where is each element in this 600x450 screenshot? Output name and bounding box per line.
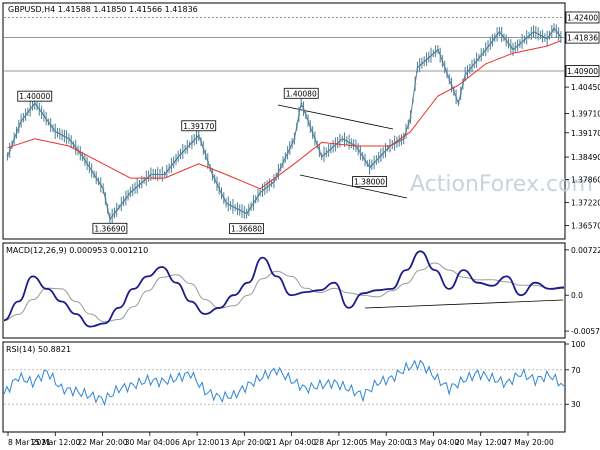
annotation-label: 1.40080 xyxy=(286,89,317,98)
macd-y-tick-label: 0.007227 xyxy=(571,246,600,255)
price-y-tick-label: 1.38490 xyxy=(571,153,600,162)
x-tick-label: 13 May 04:00 xyxy=(408,438,460,447)
macd-panel: MACD(12,26,9) 0.000953 0.001210 0.007227… xyxy=(2,242,600,339)
price-close-line xyxy=(6,27,562,221)
rsi-title: RSI(14) 50.8821 xyxy=(6,345,71,354)
macd-y-axis: 0.007227 0.0 -0.005714 xyxy=(565,246,600,336)
price-y-tick-label: 1.40450 xyxy=(571,83,600,92)
rsi-panel: RSI(14) 50.8821 100 70 30 xyxy=(2,340,586,433)
macd-signal-line xyxy=(3,262,565,323)
x-tick-label: 8 Mar 2021 xyxy=(8,438,51,447)
price-y-tick-label: 1.37220 xyxy=(571,198,600,207)
channel-upper-line xyxy=(277,104,394,130)
price-y-tick-label: 1.39710 xyxy=(571,110,600,119)
level-box-label: 1.41836 xyxy=(567,34,598,43)
rsi-y-axis: 100 70 30 xyxy=(4,340,586,409)
annotation-label: 1.40000 xyxy=(19,92,50,101)
level-box xyxy=(565,31,600,44)
x-tick-label: 30 Mar 04:00 xyxy=(125,438,175,447)
macd-main-line xyxy=(3,250,565,328)
level-box xyxy=(565,11,600,24)
x-tick-label: 22 Mar 20:00 xyxy=(78,438,128,447)
rsi-y-tick-label: 100 xyxy=(571,340,586,349)
macd-y-tick-label: 0.0 xyxy=(571,291,583,300)
x-tick-label: 15 Mar 12:00 xyxy=(30,438,80,447)
level-box xyxy=(565,65,600,77)
annotation-box xyxy=(17,90,53,102)
macd-y-tick-label: -0.005714 xyxy=(571,327,600,336)
annotation-box xyxy=(181,120,217,132)
annotation-box xyxy=(229,223,264,235)
annotation-box xyxy=(283,87,319,99)
moving-average-line xyxy=(7,40,562,190)
annotation-label: 1.38000 xyxy=(354,178,385,187)
rsi-panel-frame xyxy=(2,341,566,433)
rsi-y-tick-label: 30 xyxy=(571,400,581,409)
rsi-line xyxy=(3,359,565,407)
symbol-header: GBPUSD,H4 1.41588 1.41850 1.41566 1.4183… xyxy=(8,5,198,14)
price-y-tick-label: 1.36570 xyxy=(571,222,600,231)
x-tick-label: 20 May 12:00 xyxy=(455,438,507,447)
macd-panel-frame xyxy=(2,242,566,339)
rsi-y-tick-label: 70 xyxy=(571,366,581,375)
macd-title: MACD(12,26,9) 0.000953 0.001210 xyxy=(6,246,148,255)
x-tick-label: 28 Apr 12:00 xyxy=(314,438,363,447)
x-tick-label: 27 May 20:00 xyxy=(502,438,554,447)
macd-trendline xyxy=(364,299,564,309)
annotation-label: 1.36680 xyxy=(231,225,262,234)
level-boxes: 1.42400 1.41836 1.40900 xyxy=(565,11,600,77)
annotation-label: 1.36690 xyxy=(94,224,125,233)
level-box-label: 1.40900 xyxy=(567,67,598,76)
price-y-tick-label: 1.39170 xyxy=(571,129,600,138)
price-panel-frame xyxy=(2,2,566,240)
annotation-label: 1.39170 xyxy=(183,122,214,131)
price-annotations: 1.40000 1.36690 1.39170 1.36680 1.40080 1.380… xyxy=(17,87,387,235)
x-tick-label: 13 Apr 20:00 xyxy=(220,438,269,447)
x-tick-label: 6 Apr 12:00 xyxy=(175,438,219,447)
annotation-box xyxy=(352,176,387,187)
x-tick-label: 21 Apr 04:00 xyxy=(267,438,316,447)
price-y-tick-label: 1.37860 xyxy=(571,176,600,185)
watermark-text: ActionForex.com xyxy=(410,172,593,197)
annotation-box xyxy=(92,222,128,234)
level-box-label: 1.42400 xyxy=(567,13,598,22)
x-tick-label: 5 May 20:00 xyxy=(363,438,410,447)
price-panel: GBPUSD,H4 1.41588 1.41850 1.41566 1.4183… xyxy=(2,2,600,240)
price-y-axis: 1.40450 1.39710 1.39170 1.38490 1.37860 1.372… xyxy=(565,83,600,231)
